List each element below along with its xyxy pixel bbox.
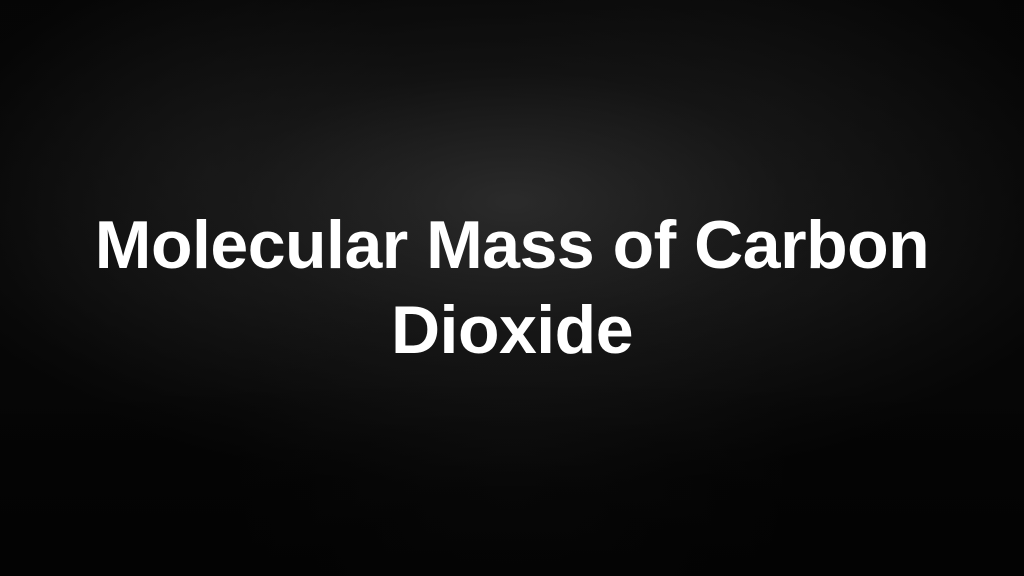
- slide-title: Molecular Mass of Carbon Dioxide: [0, 203, 1024, 373]
- title-slide: Molecular Mass of Carbon Dioxide: [0, 0, 1024, 576]
